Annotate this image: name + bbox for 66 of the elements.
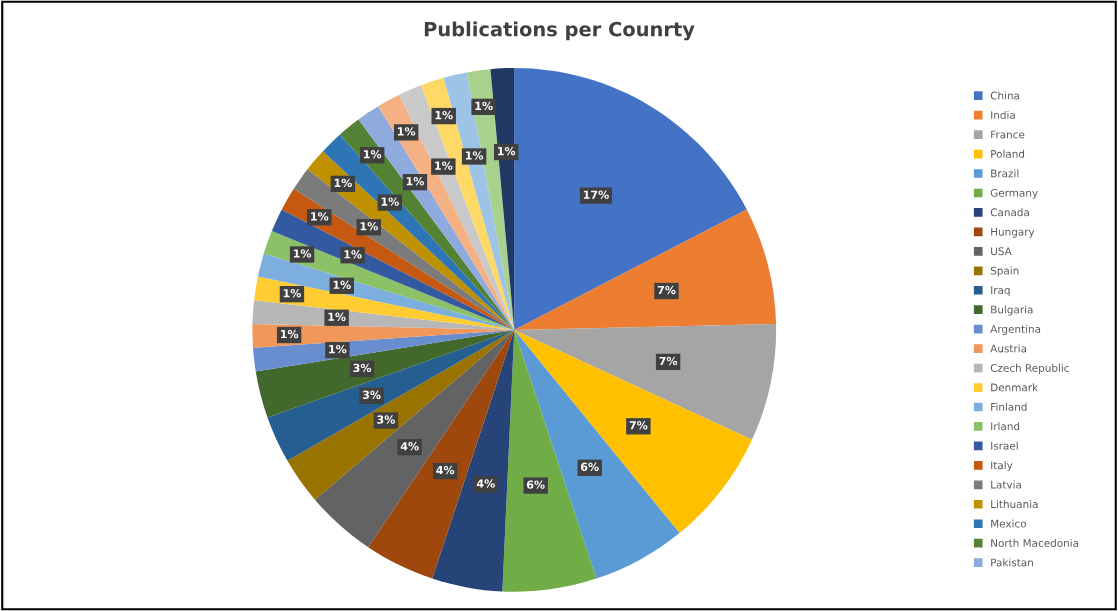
- data-label: 6%: [526, 480, 545, 489]
- legend-label: Iraq: [991, 286, 1010, 297]
- data-label: 1%: [360, 222, 378, 231]
- legend-label: Finland: [991, 402, 1027, 411]
- legend-label: Poland: [991, 149, 1025, 158]
- data-label: 1%: [475, 101, 493, 111]
- data-label: 7%: [657, 285, 676, 295]
- pie-slice: [432, 329, 515, 592]
- legend-label: Lithuania: [991, 500, 1038, 509]
- pie-slice: [514, 329, 753, 534]
- legend-label: Brazil: [991, 169, 1019, 178]
- data-label: 3%: [353, 363, 372, 373]
- data-label: 4%: [400, 441, 419, 451]
- legend-label: Spain: [990, 266, 1019, 277]
- legend-label: Bulgaria: [991, 305, 1033, 316]
- pie-slice: [267, 329, 515, 461]
- pie-slice: [514, 68, 747, 330]
- legend-label: Canada: [990, 208, 1029, 217]
- legend-label: Mexico: [991, 519, 1026, 528]
- legend-label: Argentina: [990, 324, 1041, 335]
- legend-label: Pakistan: [991, 558, 1033, 567]
- data-label: 1%: [397, 127, 416, 136]
- pie-slice: [502, 329, 597, 592]
- legend-label: France: [991, 130, 1025, 139]
- data-label: 1%: [435, 110, 453, 120]
- legend-label: North Macedonia: [991, 538, 1079, 547]
- legend-label: Israel: [991, 441, 1018, 450]
- legend-label: Latvia: [991, 480, 1021, 489]
- pie-slice: [514, 323, 777, 440]
- data-label: 4%: [436, 465, 455, 475]
- data-label: 1%: [381, 197, 399, 206]
- legend-label: India: [991, 110, 1015, 119]
- data-label: 1%: [334, 178, 352, 188]
- data-label: 1%: [498, 146, 516, 156]
- data-label: 1%: [328, 312, 346, 321]
- legend-label: Czech Republic: [990, 363, 1069, 374]
- data-label: 7%: [629, 421, 648, 430]
- data-label: 1%: [344, 250, 362, 259]
- data-label: 1%: [311, 212, 329, 221]
- data-label: 1%: [329, 344, 347, 354]
- legend-label: Hungary: [991, 227, 1035, 238]
- data-label: 1%: [465, 151, 484, 160]
- data-label: 1%: [283, 288, 302, 298]
- legend-label: Germany: [990, 188, 1038, 199]
- pie-slice: [314, 329, 515, 548]
- data-label: 6%: [580, 462, 599, 471]
- data-label: 4%: [476, 479, 495, 488]
- data-label: 7%: [659, 356, 678, 366]
- data-label: 3%: [377, 415, 395, 424]
- data-label: 17%: [583, 190, 609, 199]
- pie-slice: [514, 209, 777, 330]
- legend-label: Austria: [990, 344, 1027, 353]
- data-label: 3%: [362, 390, 381, 399]
- data-label: 1%: [280, 329, 299, 339]
- pie-slice: [514, 329, 680, 579]
- data-label: 1%: [364, 150, 382, 159]
- legend-label: Italy: [991, 461, 1013, 472]
- data-label: 1%: [333, 280, 351, 290]
- legend-label: USA: [991, 247, 1012, 256]
- chart-title: Publications per Counrty: [424, 21, 695, 41]
- data-label: 1%: [406, 176, 425, 186]
- data-label: 1%: [293, 249, 312, 258]
- legend-label: Irland: [991, 422, 1020, 431]
- data-label: 1%: [435, 161, 453, 170]
- legend-label: Denmark: [991, 383, 1039, 392]
- legend-label: China: [990, 91, 1020, 100]
